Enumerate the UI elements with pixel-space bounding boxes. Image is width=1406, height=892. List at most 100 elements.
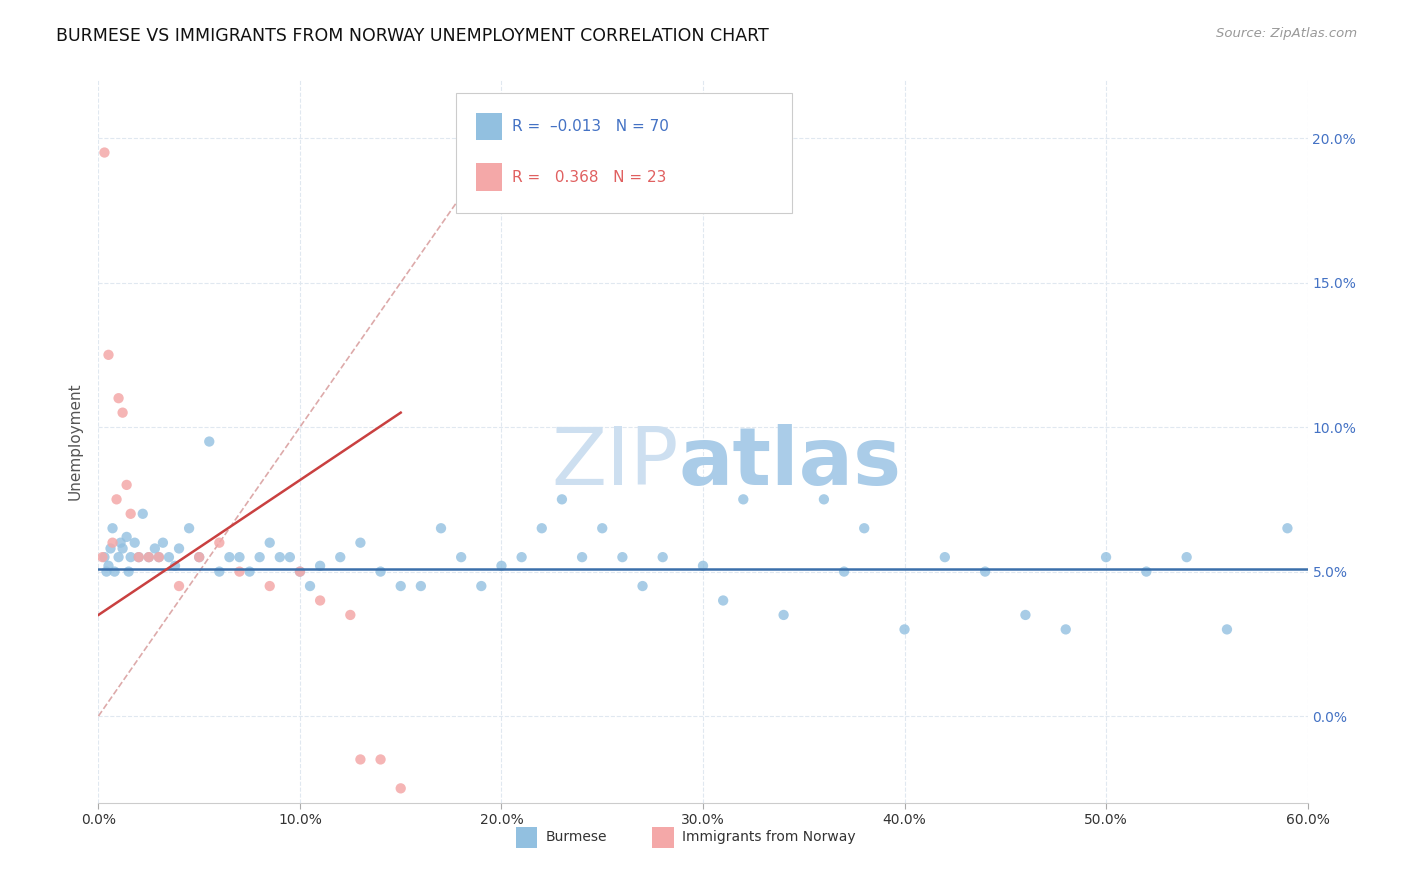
Point [179,521,201,535]
Text: R =   0.368   N = 23: R = 0.368 N = 23 [512,169,666,185]
Point [111,541,134,556]
Point [103,565,125,579]
Point [111,406,134,420]
Point [1135,565,1157,579]
Text: R =  –0.013   N = 70: R = –0.013 N = 70 [512,119,669,134]
Point [120,507,142,521]
Point [91,550,114,565]
Point [128,550,150,565]
Text: ZIP: ZIP [551,425,679,502]
Point [1216,623,1239,637]
Point [299,579,322,593]
Point [148,550,170,565]
Point [110,535,132,549]
Point [101,521,124,535]
Point [370,752,392,766]
Point [105,492,128,507]
Point [571,550,593,565]
Point [138,550,160,565]
Point [107,391,129,405]
Point [163,558,186,573]
FancyBboxPatch shape [652,828,673,847]
Point [198,434,221,449]
Point [389,579,412,593]
Point [118,565,141,579]
Point [120,550,142,565]
Point [101,535,124,549]
Point [157,550,180,565]
FancyBboxPatch shape [475,163,502,191]
Point [138,550,160,565]
Point [651,550,673,565]
Point [1054,623,1077,637]
Point [832,565,855,579]
Point [188,550,211,565]
Text: BURMESE VS IMMIGRANTS FROM NORWAY UNEMPLOYMENT CORRELATION CHART: BURMESE VS IMMIGRANTS FROM NORWAY UNEMPL… [56,27,769,45]
Point [143,541,166,556]
Point [115,478,138,492]
Point [167,579,190,593]
Point [1095,550,1118,565]
Point [228,565,250,579]
Point [249,550,271,565]
Text: Immigrants from Norway: Immigrants from Norway [682,830,856,845]
Point [733,492,755,507]
Point [530,521,553,535]
Point [349,535,371,549]
FancyBboxPatch shape [516,828,537,847]
Point [329,550,352,565]
Point [107,550,129,565]
Point [97,558,120,573]
Point [591,521,613,535]
Point [148,550,170,565]
Point [269,550,291,565]
Point [124,535,146,549]
Point [772,607,794,622]
Point [1014,607,1036,622]
Point [491,558,513,573]
Point [239,565,262,579]
Point [409,579,432,593]
Text: atlas: atlas [679,425,901,502]
Point [128,550,150,565]
Point [218,550,240,565]
Point [259,535,281,549]
Point [152,535,174,549]
Point [208,565,231,579]
Point [450,550,472,565]
Point [389,781,412,796]
Point [692,558,714,573]
Text: Burmese: Burmese [546,830,607,845]
FancyBboxPatch shape [457,94,793,213]
Point [132,507,155,521]
FancyBboxPatch shape [475,112,502,140]
Point [96,565,118,579]
Point [430,521,453,535]
Point [631,579,654,593]
Y-axis label: Unemployment: Unemployment [67,383,83,500]
Point [208,535,231,549]
Point [288,565,311,579]
Point [813,492,835,507]
Point [893,623,915,637]
Text: Source: ZipAtlas.com: Source: ZipAtlas.com [1216,27,1357,40]
Point [934,550,956,565]
Point [228,550,250,565]
Point [100,541,122,556]
Point [470,579,492,593]
Point [1277,521,1299,535]
Point [167,541,190,556]
Point [115,530,138,544]
Point [259,579,281,593]
Point [349,752,371,766]
Point [370,565,392,579]
Point [1175,550,1198,565]
Point [93,145,115,160]
Point [612,550,634,565]
Point [93,550,115,565]
Point [288,565,311,579]
Point [97,348,120,362]
Point [339,607,361,622]
Point [309,558,332,573]
Point [510,550,533,565]
